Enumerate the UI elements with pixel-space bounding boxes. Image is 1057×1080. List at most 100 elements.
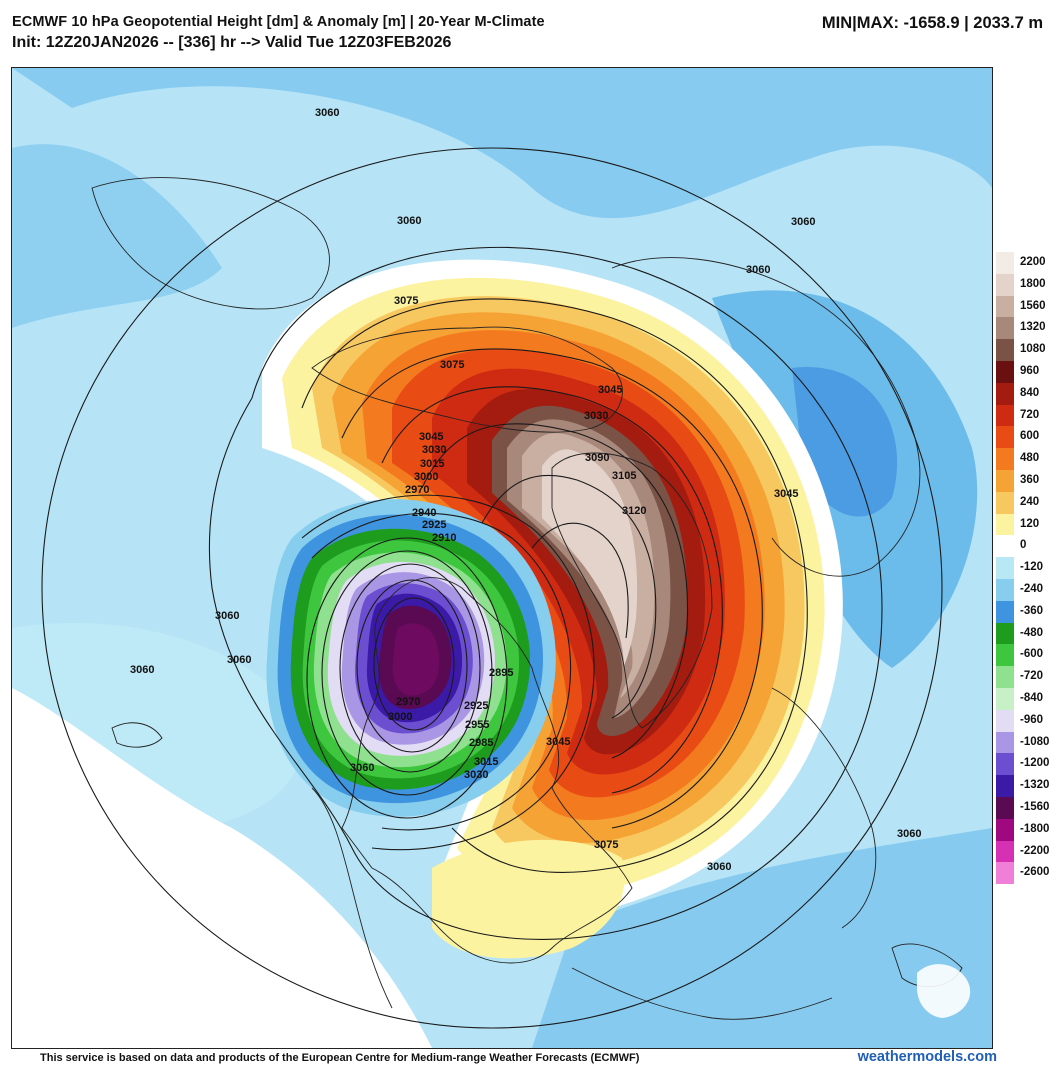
legend-label: -240	[1020, 582, 1044, 595]
legend-label: -1320	[1020, 779, 1050, 792]
legend-row: 240	[996, 491, 1048, 514]
contour-label: 2925	[422, 519, 446, 531]
legend-row: -360	[996, 600, 1048, 623]
contour-label: 2970	[396, 696, 420, 708]
legend-label: 1560	[1020, 299, 1046, 312]
legend-label: 840	[1020, 386, 1040, 399]
weathermodels-link[interactable]: weathermodels.com	[857, 1049, 997, 1065]
legend-row: 720	[996, 404, 1048, 427]
map-canvas: 3060 3060 3060 3060 3060 3060 3060 3060 …	[12, 68, 992, 1048]
legend-row: 120	[996, 513, 1048, 536]
contour-label: 3090	[585, 452, 609, 464]
contour-label: 3015	[474, 756, 498, 768]
legend-swatch	[996, 317, 1014, 340]
legend-label: 960	[1020, 364, 1040, 377]
contour-label: 3060	[746, 264, 770, 276]
legend-row: -1200	[996, 753, 1050, 776]
contour-label: 3015	[420, 458, 444, 470]
contour-label: 3060	[227, 654, 251, 666]
legend-swatch	[996, 273, 1014, 296]
legend-swatch	[996, 622, 1014, 645]
legend-row: 360	[996, 469, 1048, 492]
legend-swatch	[996, 469, 1014, 492]
legend-row: 1800	[996, 273, 1048, 296]
legend-swatch	[996, 448, 1014, 470]
contour-label: 3045	[546, 736, 570, 748]
contour-label: 3060	[130, 664, 154, 676]
legend-swatch	[996, 818, 1014, 841]
contour-label: 3045	[598, 384, 622, 396]
polar-stereographic-map: 3060 3060 3060 3060 3060 3060 3060 3060 …	[11, 67, 993, 1049]
legend-label: -720	[1020, 670, 1044, 683]
legend-swatch	[996, 731, 1014, 754]
contour-label: 3030	[584, 410, 608, 422]
legend-label: 720	[1020, 408, 1040, 421]
legend-swatch	[996, 535, 1014, 558]
contour-label: 3060	[397, 215, 421, 227]
contour-label: 3075	[594, 839, 618, 851]
legend-row: -1320	[996, 775, 1050, 797]
legend-row: 1560	[996, 295, 1048, 318]
legend-swatch	[996, 775, 1014, 797]
legend-swatch	[996, 666, 1014, 688]
watermark-logo	[917, 964, 971, 1018]
legend-swatch	[996, 578, 1014, 601]
legend-swatch	[996, 252, 1014, 274]
legend-label: -1080	[1020, 735, 1050, 748]
contour-label: 2970	[405, 484, 429, 496]
anomaly-na-120	[432, 839, 625, 959]
contour-label: 3030	[422, 444, 446, 456]
legend-row: -1800	[996, 818, 1049, 841]
legend-swatch	[996, 862, 1014, 885]
legend-row: 960	[996, 360, 1048, 383]
legend-row: -120	[996, 557, 1048, 579]
legend-swatch	[996, 753, 1014, 776]
legend-swatch	[996, 426, 1014, 449]
legend-row: -2600	[996, 862, 1050, 885]
legend-label: -1560	[1020, 800, 1050, 813]
legend-label: 120	[1020, 517, 1040, 530]
legend-swatch	[996, 382, 1014, 405]
legend-label: -1200	[1020, 757, 1050, 770]
west-blue-region	[12, 144, 222, 328]
init-valid-time: Init: 12Z20JAN2026 -- [336] hr --> Valid…	[12, 34, 452, 51]
anomaly-neg1800	[392, 623, 440, 696]
contour-label: 3060	[791, 216, 815, 228]
contour-label: 3120	[622, 505, 646, 517]
legend-swatch	[996, 796, 1014, 819]
legend-row: 1080	[996, 339, 1048, 361]
contour-label: 3075	[440, 359, 464, 371]
north-blue-region	[12, 68, 992, 219]
contour-label: 3060	[315, 107, 339, 119]
legend-label: -600	[1020, 648, 1044, 661]
legend-row: -480	[996, 622, 1048, 645]
contour-label: 3060	[707, 861, 731, 873]
contour-label: 3000	[388, 711, 412, 723]
legend-row: 840	[996, 382, 1048, 405]
legend-label: -2600	[1020, 866, 1050, 879]
legend-label: 2200	[1020, 256, 1046, 268]
legend-label: 1800	[1020, 277, 1046, 290]
contour-label: 2955	[465, 719, 489, 731]
legend-label: 0	[1020, 539, 1027, 552]
legend-row: 480	[996, 448, 1048, 470]
legend-label: -2200	[1020, 844, 1050, 857]
legend-swatch	[996, 644, 1014, 667]
contour-label: 3060	[215, 610, 239, 622]
south-blue-region	[532, 828, 992, 1048]
legend-swatch	[996, 360, 1014, 383]
min-max-readout: MIN|MAX: -1658.9 | 2033.7 m	[821, 14, 1043, 32]
contour-label: 3045	[419, 431, 443, 443]
legend-label: 600	[1020, 430, 1040, 443]
legend-swatch	[996, 557, 1014, 579]
legend-label: -120	[1020, 561, 1044, 574]
legend-row: -960	[996, 709, 1048, 732]
contour-label: 3105	[612, 470, 636, 482]
contour-label: 3030	[464, 769, 488, 781]
anomaly-color-legend: 2200 1800 1560 1320 1080 960 840 720 600 480 360 24…	[996, 252, 1050, 885]
contour-label: 3060	[897, 828, 921, 840]
legend-swatch	[996, 339, 1014, 361]
legend-label: -960	[1020, 713, 1044, 726]
legend-row: 2200	[996, 252, 1048, 274]
legend-swatch	[996, 600, 1014, 623]
